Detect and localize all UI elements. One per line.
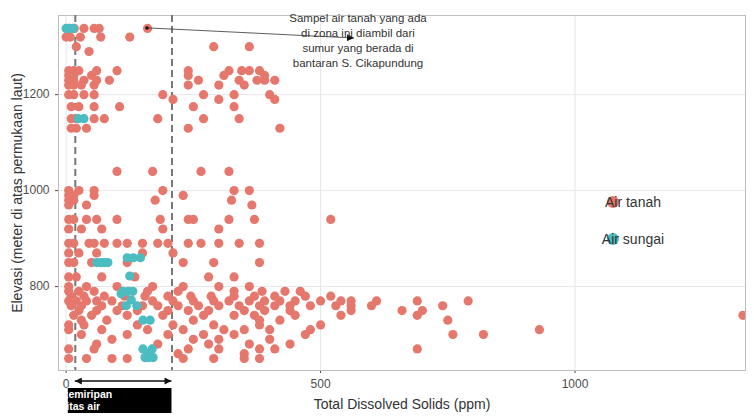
svg-text:800: 800 [29,279,49,293]
svg-text:bantaran S. Cikapundung: bantaran S. Cikapundung [293,57,423,69]
svg-text:Sampel air tanah yang ada: Sampel air tanah yang ada [289,12,427,24]
svg-text:1000: 1000 [23,183,50,197]
svg-text:Air tanah: Air tanah [605,194,661,210]
svg-text:1000: 1000 [562,377,589,391]
svg-text:500: 500 [311,377,331,391]
svg-text:0: 0 [62,377,70,391]
svg-text:kualitas air: kualitas air [45,400,100,412]
svg-text:di zona ini diambil dari: di zona ini diambil dari [301,27,415,39]
svg-text:Bukti kemiripan: Bukti kemiripan [33,388,112,400]
svg-text:Air sungai: Air sungai [602,231,664,247]
svg-text:Elevasi (meter di atas permuka: Elevasi (meter di atas permukaan laut) [9,73,25,313]
svg-text:1200: 1200 [23,87,50,101]
svg-text:sumur yang berada di: sumur yang berada di [302,42,413,54]
svg-text:Total Dissolved Solids (ppm): Total Dissolved Solids (ppm) [314,396,491,412]
